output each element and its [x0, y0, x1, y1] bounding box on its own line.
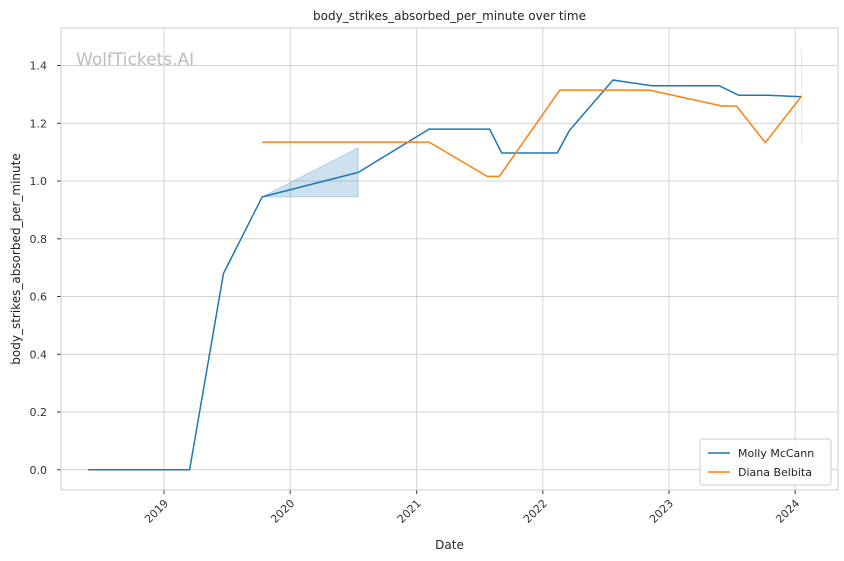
grid-layer: [57, 28, 838, 494]
y-axis-title: body_strikes_absorbed_per_minute: [9, 153, 23, 364]
x-axis-title: Date: [435, 538, 464, 552]
legend-label-1: Molly McCann: [738, 447, 814, 460]
legend-box: [699, 438, 832, 486]
x-tick-label: 2023: [647, 497, 676, 526]
series-1-confidence-band: [261, 147, 359, 198]
series-line-1: [88, 79, 802, 471]
chart-title: body_strikes_absorbed_per_minute over ti…: [313, 9, 586, 23]
y-tick-label: 0.4: [30, 348, 48, 361]
x-tick-label: 2021: [395, 497, 424, 526]
y-tick-label: 1.2: [30, 117, 48, 130]
y-tick-label: 1.4: [30, 60, 48, 73]
y-tick-label: 1.0: [30, 175, 48, 188]
y-tick-label: 0.0: [30, 464, 48, 477]
legend-label-2: Diana Belbita: [738, 466, 812, 479]
series-line-2: [262, 89, 803, 178]
watermark: WolfTickets.AI: [76, 50, 194, 70]
legend: Molly McCann Diana Belbita: [699, 438, 832, 486]
series-line-layer: [88, 79, 803, 471]
y-tick-label: 0.2: [30, 406, 48, 419]
y-tick-labels: 0.0 0.2 0.4 0.6 0.8 1.0 1.2 1.4: [30, 60, 48, 477]
plot-frame: [60, 27, 839, 491]
x-tick-label: 2019: [142, 497, 171, 526]
x-tick-labels: 2019 2020 2021 2022 2023 2024: [142, 497, 802, 526]
y-tick-label: 0.6: [30, 291, 48, 304]
y-tick-label: 0.8: [30, 233, 48, 246]
x-tick-label: 2024: [773, 497, 802, 526]
x-tick-label: 2022: [521, 497, 550, 526]
x-tick-label: 2020: [268, 497, 297, 526]
